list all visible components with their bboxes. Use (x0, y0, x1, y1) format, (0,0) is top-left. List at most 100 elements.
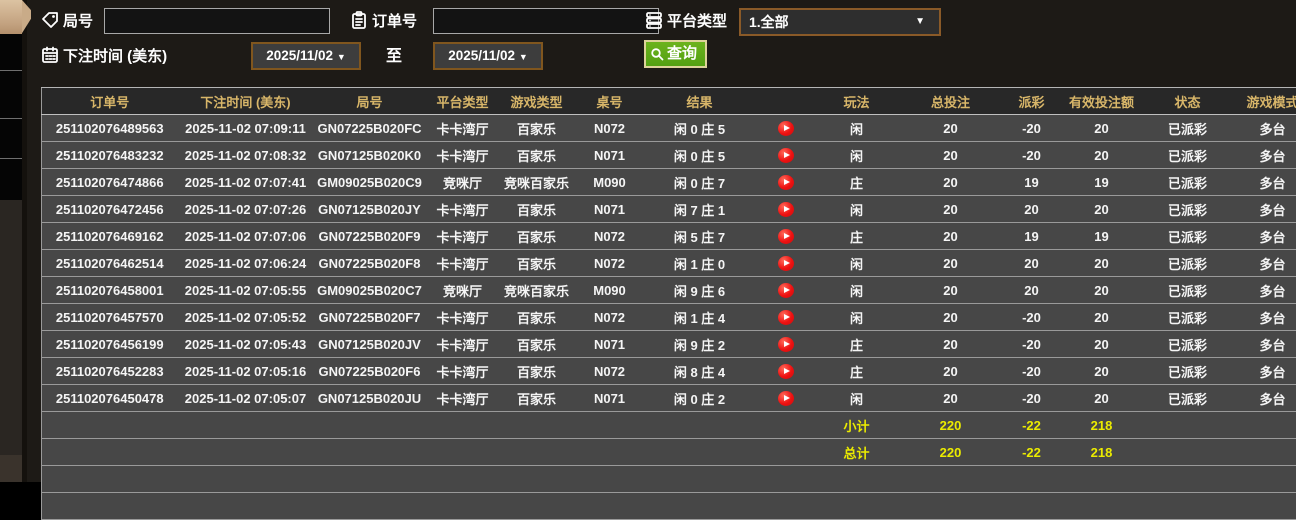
cell-valid_bet: 20 (1058, 196, 1146, 223)
play-icon[interactable] (778, 391, 794, 406)
summary-label: 总计 (818, 439, 896, 466)
col-header-total_bet: 总投注 (896, 88, 1006, 115)
cell-total_bet: 20 (896, 277, 1006, 304)
play-icon[interactable] (778, 202, 794, 217)
cell-total_bet: 20 (896, 304, 1006, 331)
round-number-input[interactable] (104, 8, 330, 34)
cell-result (646, 466, 754, 493)
play-icon[interactable] (778, 148, 794, 163)
cell-game: 竞咪百家乐 (500, 277, 574, 304)
date-to-picker[interactable]: 2025/11/02 ▼ (433, 42, 543, 70)
play-triangle (784, 206, 790, 212)
col-header-order: 订单号 (42, 88, 178, 115)
cell-round: GN07225B020F9 (314, 223, 426, 250)
col-header-mode: 游戏模式 (1230, 88, 1296, 115)
table-header-row: 订单号下注时间 (美东)局号平台类型游戏类型桌号结果玩法总投注派彩有效投注额状态… (42, 88, 1296, 115)
cell-platform: 卡卡湾厅 (426, 385, 500, 412)
cell-mode: 多台 (1230, 169, 1296, 196)
cell-play (754, 358, 818, 385)
cell-payout: -20 (1006, 304, 1058, 331)
bet-records-panel: 局号 订单号 平台类型 1.全部 ▼ 下注时间 (美东) 2025/11/02 (22, 0, 1296, 482)
cell-status: 已派彩 (1146, 385, 1230, 412)
cell-round: GN07225B020F7 (314, 304, 426, 331)
cell-total_bet (896, 466, 1006, 493)
cell-round: GN07125B020JY (314, 196, 426, 223)
cell-bet_type: 闲 (818, 115, 896, 142)
cell-game: 百家乐 (500, 385, 574, 412)
cell-table_no: M090 (574, 277, 646, 304)
sidebar-handle[interactable] (0, 0, 22, 34)
play-icon[interactable] (778, 310, 794, 325)
play-triangle (784, 287, 790, 293)
play-icon[interactable] (778, 229, 794, 244)
col-header-payout: 派彩 (1006, 88, 1058, 115)
cell-order: 251102076450478 (42, 385, 178, 412)
cell-platform: 卡卡湾厅 (426, 223, 500, 250)
cell-status: 已派彩 (1146, 115, 1230, 142)
cell-valid_bet: 20 (1058, 304, 1146, 331)
cell-bet_type: 庄 (818, 169, 896, 196)
cell-table_no: N072 (574, 223, 646, 250)
order-number-input[interactable] (433, 8, 659, 34)
cell-time: 2025-11-02 07:07:06 (178, 223, 314, 250)
cell-bet_type (818, 466, 896, 493)
col-header-valid_bet: 有效投注额 (1058, 88, 1146, 115)
cell-game: 百家乐 (500, 331, 574, 358)
play-icon[interactable] (778, 175, 794, 190)
cell-result: 闲 0 庄 7 (646, 169, 754, 196)
cell-table_no (574, 466, 646, 493)
cell-table_no: N071 (574, 142, 646, 169)
strip-lower (0, 200, 22, 455)
cell-table_no: M090 (574, 169, 646, 196)
play-icon[interactable] (778, 364, 794, 379)
cell-platform: 卡卡湾厅 (426, 358, 500, 385)
cell-bet_type: 闲 (818, 304, 896, 331)
cell-total_bet: 20 (896, 358, 1006, 385)
chevron-down-icon: ▼ (915, 10, 925, 34)
cell-result (646, 412, 754, 439)
cell-table_no: N072 (574, 304, 646, 331)
cell-time: 2025-11-02 07:06:24 (178, 250, 314, 277)
cell-game: 百家乐 (500, 142, 574, 169)
cell-valid_bet: 19 (1058, 169, 1146, 196)
cell-mode: 多台 (1230, 196, 1296, 223)
cell-mode: 多台 (1230, 223, 1296, 250)
cell-mode: 多台 (1230, 385, 1296, 412)
cell-total_bet: 20 (896, 142, 1006, 169)
cell-payout: 20 (1006, 196, 1058, 223)
cell-result: 闲 0 庄 5 (646, 115, 754, 142)
cell-time: 2025-11-02 07:05:43 (178, 331, 314, 358)
cell-bet_type: 闲 (818, 250, 896, 277)
chevron-down-icon: ▼ (519, 52, 528, 62)
play-icon[interactable] (778, 337, 794, 352)
cell-mode: 多台 (1230, 358, 1296, 385)
cell-time (178, 439, 314, 466)
summary-label: 小计 (818, 412, 896, 439)
platform-type-select[interactable]: 1.全部 ▼ (739, 8, 941, 36)
cell-platform: 卡卡湾厅 (426, 142, 500, 169)
cell-platform (426, 412, 500, 439)
cell-round: GN07225B020FC (314, 115, 426, 142)
cell-round (314, 466, 426, 493)
strip-divider (0, 70, 22, 71)
cell-status: 已派彩 (1146, 169, 1230, 196)
play-icon[interactable] (778, 283, 794, 298)
cell-status: 已派彩 (1146, 250, 1230, 277)
query-button[interactable]: 查询 (644, 40, 707, 68)
date-from-picker[interactable]: 2025/11/02 ▼ (251, 42, 361, 70)
play-icon[interactable] (778, 256, 794, 271)
play-triangle (784, 368, 790, 374)
query-button-label: 查询 (667, 42, 697, 66)
cell-platform (426, 493, 500, 520)
cell-payout: -20 (1006, 385, 1058, 412)
platform-stack-icon (644, 10, 664, 30)
cell-payout: -20 (1006, 331, 1058, 358)
play-icon[interactable] (778, 121, 794, 136)
cell-valid_bet (1058, 493, 1146, 520)
cell-status: 已派彩 (1146, 331, 1230, 358)
cell-table_no: N071 (574, 385, 646, 412)
cell-round: GN07125B020JU (314, 385, 426, 412)
